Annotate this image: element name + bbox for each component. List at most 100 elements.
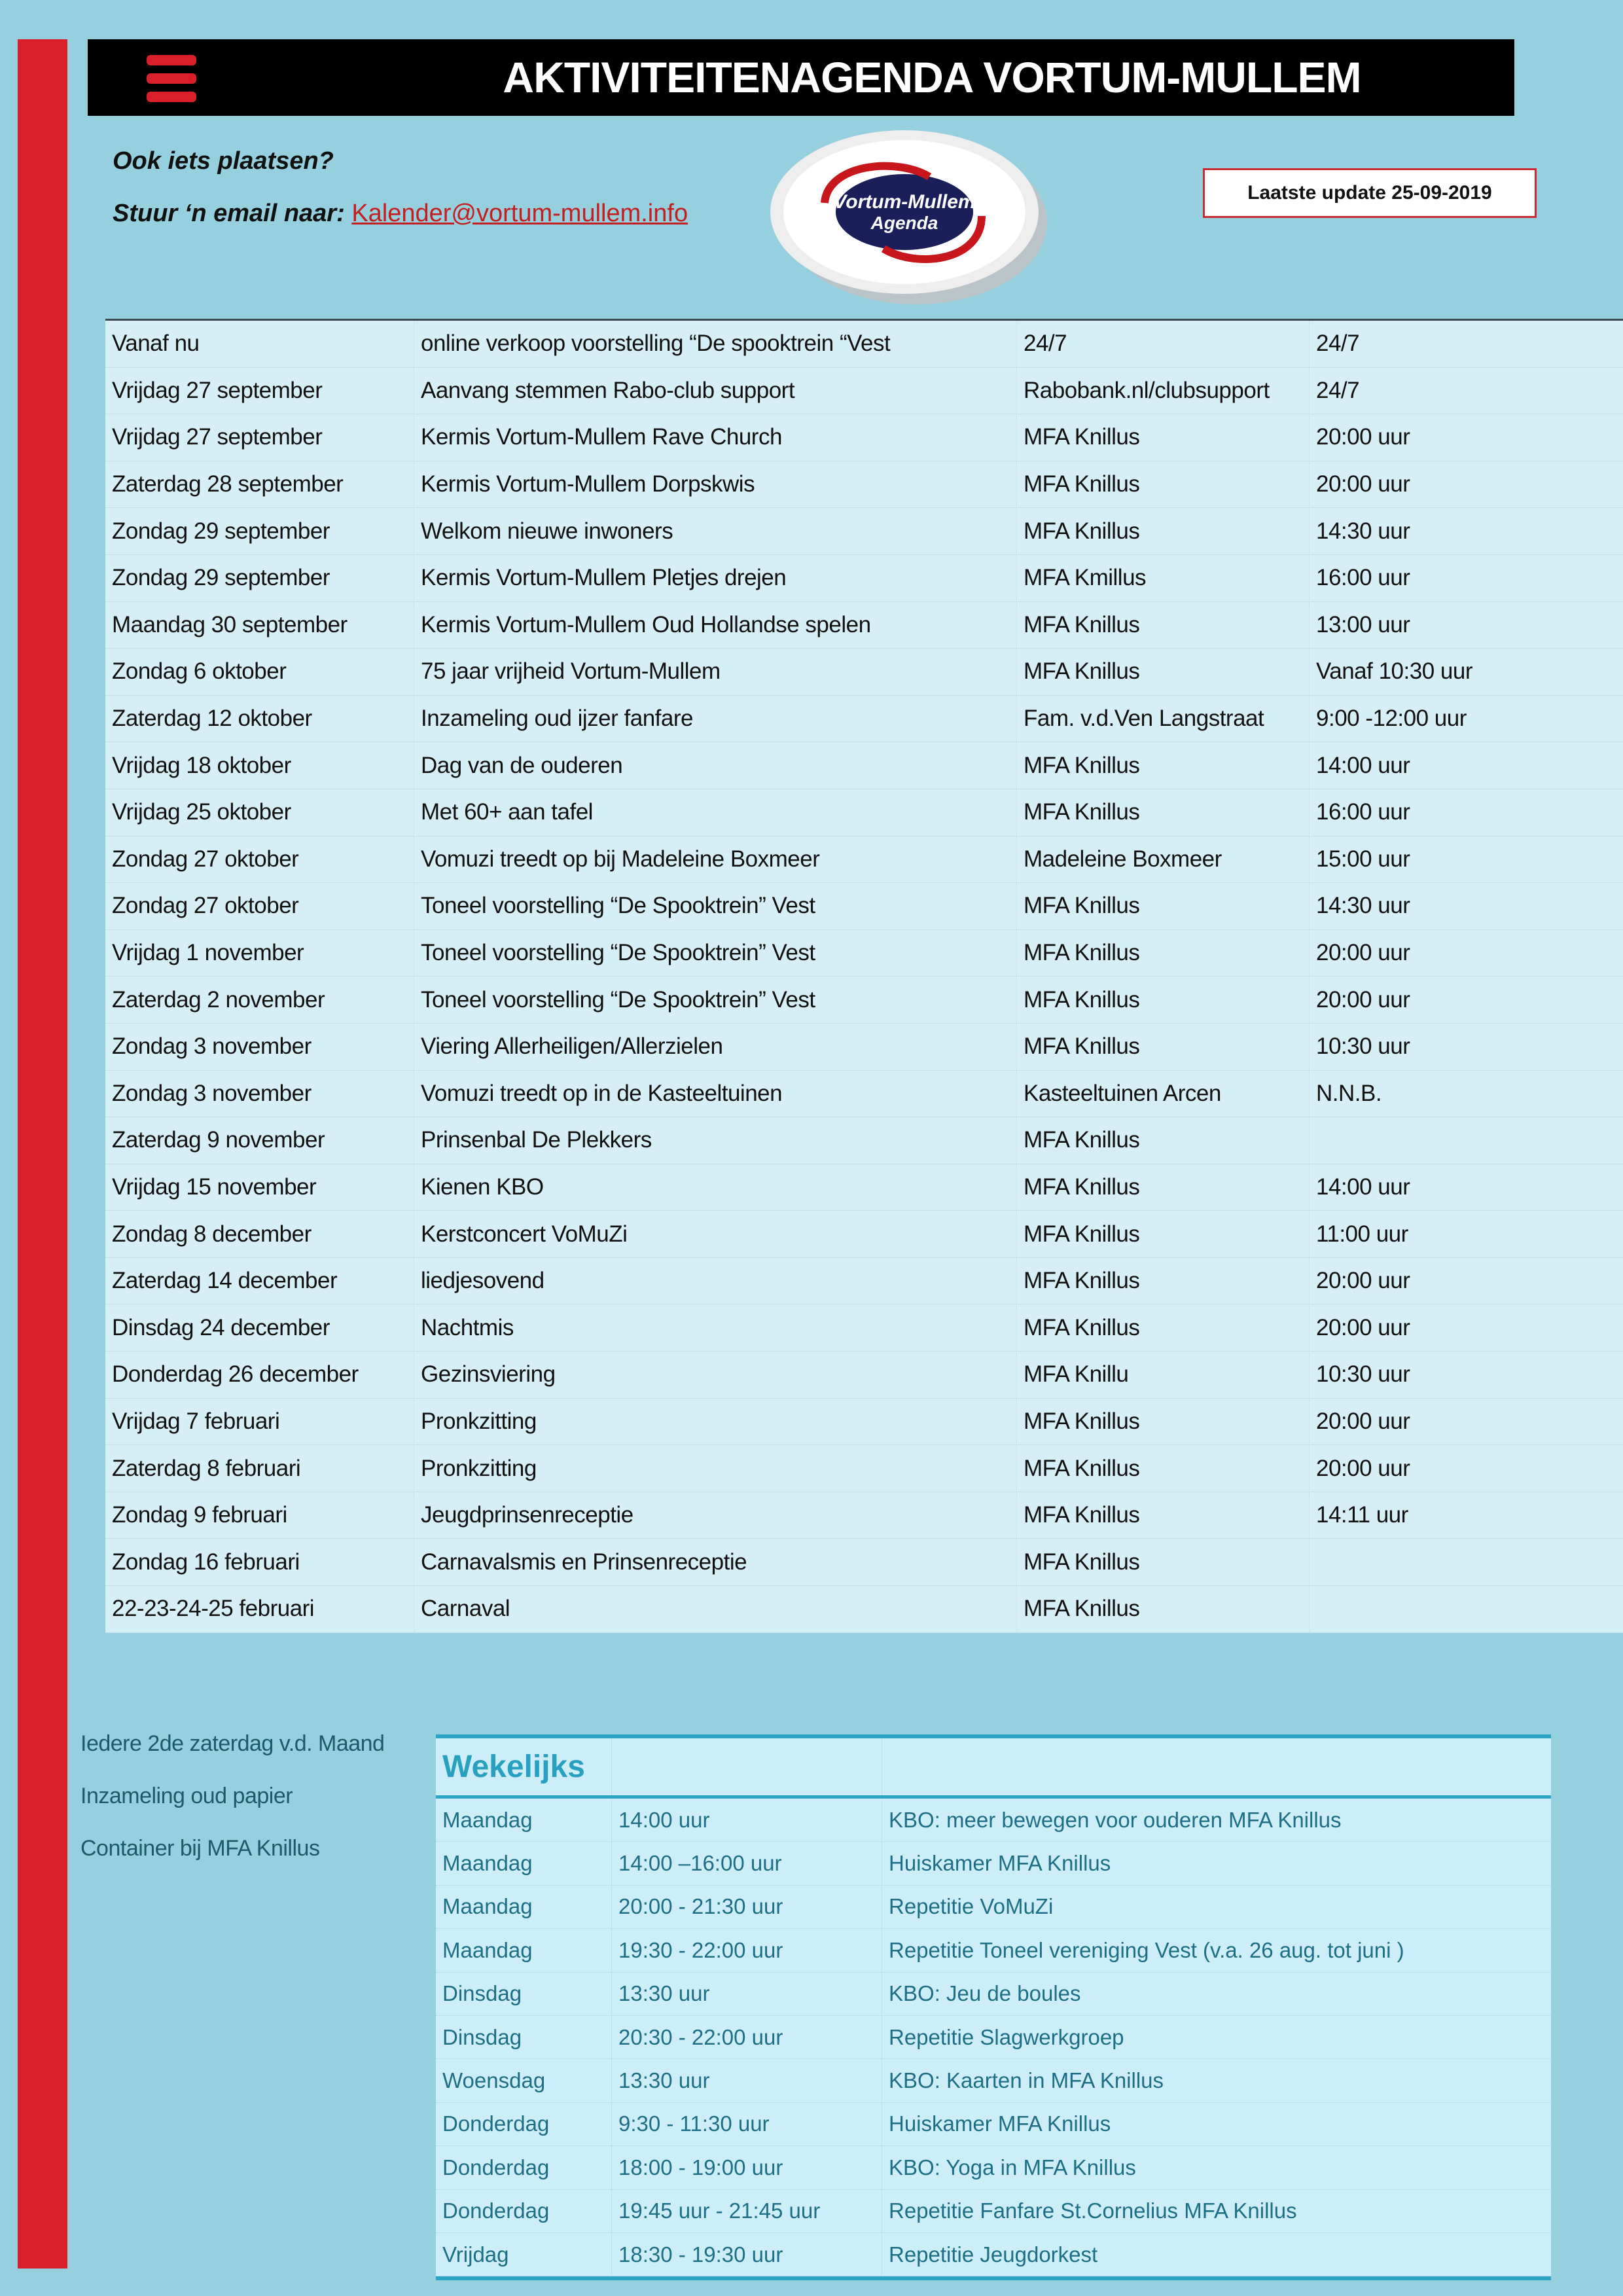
agenda-location: MFA Knillus <box>1017 1257 1310 1304</box>
agenda-date: Zaterdag 28 september <box>105 461 414 508</box>
weekly-time: 19:30 - 22:00 uur <box>612 1929 882 1972</box>
weekly-day: Maandag <box>436 1842 612 1885</box>
agenda-row: Zaterdag 9 november Prinsenbal De Plekker… <box>105 1117 1623 1164</box>
agenda-row: Zondag 9 februari Jeugdprinsenreceptie MFA… <box>105 1492 1623 1539</box>
weekly-day: Maandag <box>436 1885 612 1929</box>
agenda-row: 22-23-24-25 februari Carnaval MFA Knillus <box>105 1586 1623 1633</box>
agenda-activity: online verkoop voorstelling “De spooktre… <box>414 321 1017 367</box>
agenda-time: 20:00 uur <box>1316 1314 1410 1340</box>
weekly-table: Wekelijks Maandag 14:00 uur KBO: meer bewe… <box>436 1734 1551 2281</box>
agenda-date: Zondag 6 oktober <box>105 649 414 695</box>
agenda-row: Zaterdag 2 november Toneel voorstelling “… <box>105 977 1623 1024</box>
agenda-date: Zondag 29 september <box>105 554 414 601</box>
agenda-row: Zondag 3 november Viering Allerheiligen/A… <box>105 1023 1623 1071</box>
weekly-day: Donderdag <box>436 2146 612 2189</box>
agenda-row: Vrijdag 1 november Toneel voorstelling “D… <box>105 929 1623 977</box>
agenda-date: Vrijdag 7 februari <box>105 1398 414 1445</box>
note-line: Iedere 2de zaterdag v.d. Maand <box>80 1731 385 1756</box>
agenda-row: Dinsdag 24 december Nachtmis MFA Knillus 20… <box>105 1304 1623 1352</box>
agenda-date: 22-23-24-25 februari <box>105 1586 414 1632</box>
agenda-row: Donderdag 26 december Gezinsviering MFA Kn… <box>105 1352 1623 1399</box>
note-line: Container bij MFA Knillus <box>80 1836 320 1861</box>
agenda-location: MFA Knillus <box>1017 883 1310 929</box>
agenda-row: Zaterdag 8 februari Pronkzitting MFA Knill… <box>105 1445 1623 1492</box>
agenda-location: MFA Knillus <box>1017 1304 1310 1352</box>
agenda-date: Zondag 27 oktober <box>105 836 414 883</box>
weekly-time: 20:00 - 21:30 uur <box>612 1885 882 1929</box>
weekly-activity: Repetitie Fanfare St.Cornelius MFA Knill… <box>889 2198 1297 2223</box>
agenda-activity: Met 60+ aan tafel <box>414 789 1017 836</box>
weekly-activity: KBO: meer bewegen voor ouderen MFA Knill… <box>889 1807 1342 1832</box>
agenda-activity: Pronkzitting <box>414 1445 1017 1492</box>
agenda-activity: Toneel voorstelling “De Spooktrein” Vest <box>414 929 1017 977</box>
agenda-row: Zaterdag 28 september Kermis Vortum-Mulle… <box>105 461 1623 509</box>
agenda-time: N.N.B. <box>1316 1080 1382 1106</box>
agenda-date: Zondag 3 november <box>105 1023 414 1070</box>
agenda-activity: Viering Allerheiligen/Allerzielen <box>414 1023 1017 1070</box>
agenda-logo: Vortum-Mullem Agenda <box>770 130 1047 304</box>
agenda-time: 9:00 -12:00 uur <box>1316 706 1467 732</box>
agenda-location: MFA Knillus <box>1017 789 1310 836</box>
weekly-row: Donderdag 9:30 - 11:30 uur Huiskamer MFA K… <box>436 2102 1551 2147</box>
agenda-time <box>1310 1539 1623 1585</box>
agenda-location: MFA Knillus <box>1017 508 1310 554</box>
agenda-date: Zondag 29 september <box>105 508 414 554</box>
monthly-notes: Iedere 2de zaterdag v.d. Maand Inzamelin… <box>80 1731 385 1888</box>
agenda-row: Zondag 6 oktober 75 jaar vrijheid Vortum-… <box>105 649 1623 696</box>
weekly-day: Dinsdag <box>436 2015 612 2059</box>
page-title: AKTIVITEITENAGENDA VORTUM-MULLEM <box>503 53 1361 101</box>
weekly-activity: Repetitie Jeugdorkest <box>889 2242 1098 2267</box>
agenda-date: Zaterdag 8 februari <box>105 1445 414 1492</box>
weekly-row: Woensdag 13:30 uur KBO: Kaarten in MFA Kni… <box>436 2059 1551 2103</box>
agenda-location: MFA Knillus <box>1017 414 1310 461</box>
agenda-row: Zondag 16 februari Carnavalsmis en Prinse… <box>105 1539 1623 1587</box>
agenda-row: Zondag 27 oktober Vomuzi treedt op bij Ma… <box>105 836 1623 884</box>
email-link[interactable]: Kalender@vortum-mullem.info <box>351 200 688 227</box>
agenda-time: 14:30 uur <box>1316 518 1410 544</box>
hamburger-icon[interactable] <box>147 55 196 105</box>
agenda-activity: Jeugdprinsenreceptie <box>414 1492 1017 1539</box>
weekly-day: Vrijdag <box>436 2233 612 2276</box>
agenda-time: 20:00 uur <box>1316 1408 1410 1434</box>
agenda-date: Zondag 8 december <box>105 1211 414 1257</box>
agenda-activity: Aanvang stemmen Rabo-club support <box>414 367 1017 414</box>
agenda-row: Vrijdag 15 november Kienen KBO MFA Knillus… <box>105 1164 1623 1211</box>
weekly-day: Dinsdag <box>436 1972 612 2015</box>
agenda-location: MFA Knillu <box>1017 1352 1310 1398</box>
weekly-time: 13:30 uur <box>612 2059 882 2102</box>
agenda-row: Zondag 29 september Kermis Vortum-Mullem … <box>105 554 1623 602</box>
agenda-time: 15:00 uur <box>1316 846 1410 872</box>
agenda-time: 10:30 uur <box>1316 1361 1410 1388</box>
weekly-row: Maandag 14:00 uur KBO: meer bewegen voor o… <box>436 1799 1551 1842</box>
agenda-location: MFA Knillus <box>1017 1539 1310 1586</box>
agenda-row: Zaterdag 14 december liedjesovend MFA Knil… <box>105 1257 1623 1305</box>
agenda-row: Zondag 8 december Kerstconcert VoMuZi MFA … <box>105 1211 1623 1258</box>
agenda-location: MFA Knillus <box>1017 929 1310 977</box>
last-update-box: Laatste update 25-09-2019 <box>1203 168 1537 218</box>
weekly-activity: Repetitie Slagwerkgroep <box>889 2024 1124 2049</box>
agenda-row: Vrijdag 7 februari Pronkzitting MFA Knillu… <box>105 1398 1623 1446</box>
weekly-activity: Repetitie VoMuZi <box>889 1894 1054 1919</box>
weekly-row: Donderdag 19:45 uur - 21:45 uur Repetitie … <box>436 2189 1551 2233</box>
weekly-day: Woensdag <box>436 2059 612 2102</box>
agenda-date: Donderdag 26 december <box>105 1352 414 1398</box>
agenda-table: Vanaf nu online verkoop voorstelling “De … <box>105 319 1623 1633</box>
agenda-row: Maandag 30 september Kermis Vortum-Mullem… <box>105 601 1623 649</box>
weekly-time: 18:00 - 19:00 uur <box>612 2146 882 2189</box>
agenda-location: MFA Knillus <box>1017 1492 1310 1539</box>
agenda-time: 24/7 <box>1316 331 1360 357</box>
agenda-activity: Kermis Vortum-Mullem Oud Hollandse spele… <box>414 601 1017 649</box>
agenda-activity: Kermis Vortum-Mullem Rave Church <box>414 414 1017 461</box>
agenda-time: 11:00 uur <box>1316 1221 1408 1247</box>
agenda-date: Vrijdag 18 oktober <box>105 742 414 789</box>
agenda-activity: Toneel voorstelling “De Spooktrein” Vest <box>414 977 1017 1023</box>
weekly-activity: Huiskamer MFA Knillus <box>889 2111 1111 2136</box>
agenda-location: MFA Knillus <box>1017 649 1310 695</box>
agenda-activity: liedjesovend <box>414 1257 1017 1304</box>
agenda-date: Dinsdag 24 december <box>105 1304 414 1352</box>
weekly-row: Vrijdag 18:30 - 19:30 uur Repetitie Jeugdo… <box>436 2233 1551 2277</box>
agenda-time: 14:11 uur <box>1316 1502 1408 1528</box>
agenda-date: Zaterdag 12 oktober <box>105 695 414 742</box>
agenda-row: Vrijdag 25 oktober Met 60+ aan tafel MFA K… <box>105 789 1623 836</box>
weekly-day: Maandag <box>436 1799 612 1842</box>
